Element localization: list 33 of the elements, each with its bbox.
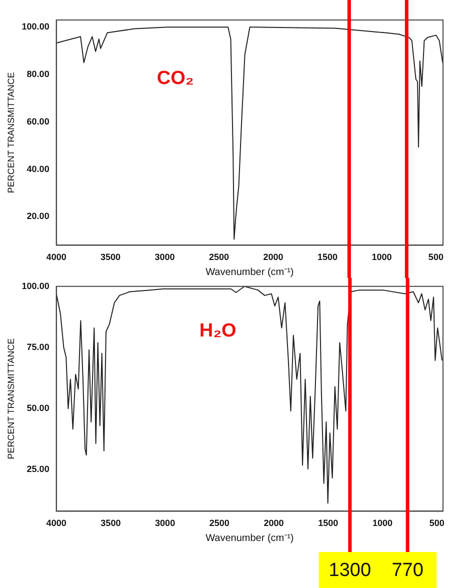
x-tick-label: 3500 bbox=[100, 518, 121, 528]
y-tick-label: 60.00 bbox=[26, 116, 50, 126]
y-tick-label: 75.00 bbox=[26, 342, 50, 352]
y-tick-label: 20.00 bbox=[26, 211, 50, 222]
x-tick-label: 2000 bbox=[263, 252, 284, 262]
y-tick-label: 80.00 bbox=[26, 69, 50, 80]
x-tick-label: 1000 bbox=[372, 252, 392, 262]
y-tick-label: 40.00 bbox=[26, 164, 50, 174]
x-axis-title: Wavenumber (cm⁻¹) bbox=[206, 532, 294, 544]
annotation: H₂O bbox=[199, 320, 236, 342]
x-tick-label: 2500 bbox=[209, 518, 230, 528]
x-tick-label: 1500 bbox=[318, 518, 338, 528]
y-tick-label: 50.00 bbox=[26, 403, 50, 414]
y-tick-label: 25.00 bbox=[26, 464, 50, 474]
ref-line-label: 770 bbox=[392, 560, 424, 582]
x-tick-label: 1000 bbox=[372, 518, 393, 528]
y-axis-title: PERCENT TRANSMITTANCE bbox=[6, 72, 16, 194]
y-axis-title: PERCENT TRANSMITTANCE bbox=[6, 338, 16, 460]
x-tick-label: 3500 bbox=[100, 252, 121, 262]
annotation: CO₂ bbox=[156, 68, 194, 89]
x-tick-label: 1500 bbox=[317, 252, 338, 262]
x-tick-label: 4000 bbox=[46, 252, 66, 262]
y-tick-label: 100.00 bbox=[22, 280, 50, 291]
ref-line-label: 1300 bbox=[328, 560, 372, 582]
x-tick-label: 2500 bbox=[209, 252, 230, 262]
x-tick-label: 3000 bbox=[154, 252, 175, 262]
x-tick-label: 4000 bbox=[46, 518, 66, 528]
x-axis-title: Wavenumber (cm⁻¹) bbox=[206, 266, 294, 278]
x-tick-label: 500 bbox=[428, 252, 444, 262]
x-tick-label: 2000 bbox=[264, 518, 284, 528]
x-tick-label: 500 bbox=[429, 518, 444, 528]
y-tick-label: 100.00 bbox=[22, 22, 50, 32]
x-tick-label: 3000 bbox=[155, 518, 176, 528]
